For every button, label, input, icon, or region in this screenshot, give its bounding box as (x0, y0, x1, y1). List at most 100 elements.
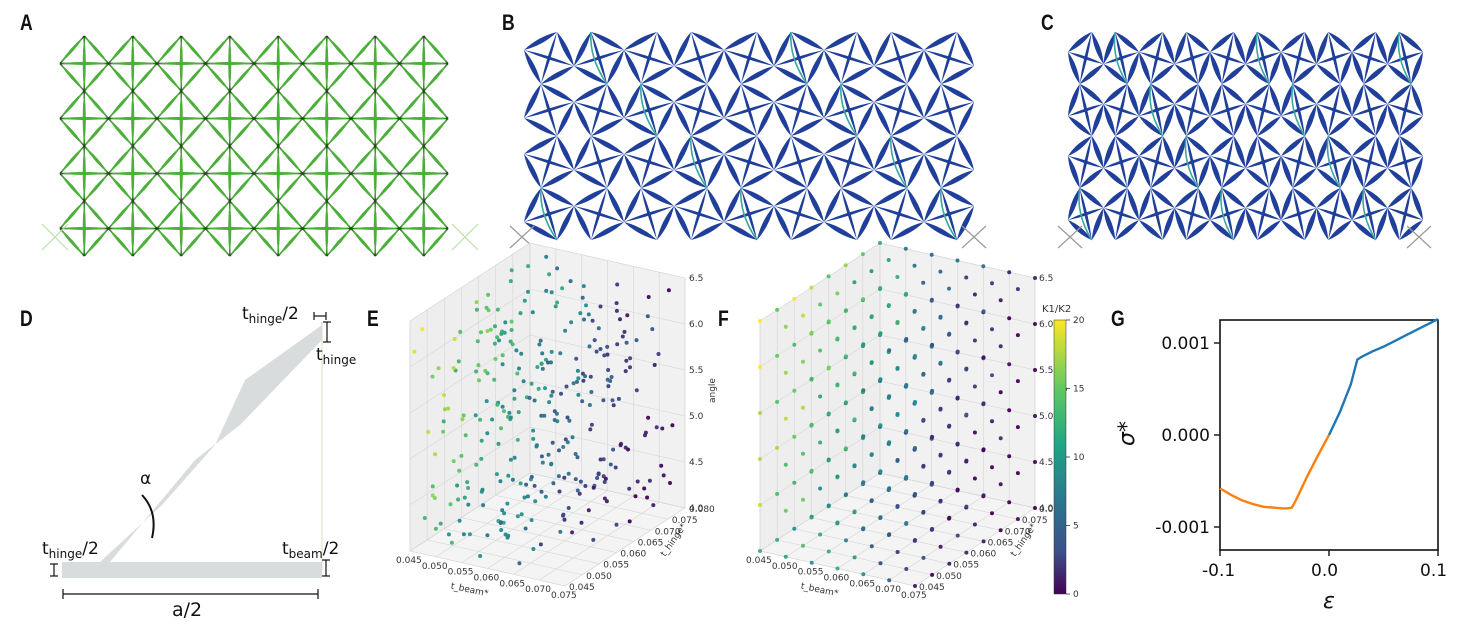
lattice-beam (84, 63, 109, 91)
hinge-highlight (1291, 83, 1306, 137)
scatter-point (792, 526, 797, 531)
lattice-beam (874, 170, 907, 188)
lattice-beam (157, 118, 182, 146)
x-tick-label: 0.060 (474, 574, 500, 584)
lattice-beam (1068, 52, 1080, 84)
lattice-beam (254, 91, 279, 119)
scatter-point (835, 291, 840, 296)
scatter-point (660, 426, 665, 431)
lattice-beam (157, 36, 182, 64)
lattice-beam (1375, 104, 1388, 136)
lattice-beam (557, 102, 574, 136)
lattice-beam (1411, 156, 1423, 188)
scatter-point (446, 406, 451, 411)
scatter-point (433, 526, 438, 531)
lattice-beam (1139, 188, 1151, 220)
scatter-point (861, 572, 866, 577)
z-tick-label: 6.0 (689, 320, 704, 330)
x-tick-label: 0.065 (499, 579, 525, 589)
scatter-point (775, 445, 780, 450)
scatter-point (895, 504, 900, 508)
lattice-beam (399, 201, 424, 229)
lattice-beam (1292, 168, 1317, 188)
lattice-beam (1245, 104, 1258, 136)
scatter-point (509, 319, 514, 324)
scatter-point (575, 379, 579, 384)
scatter-point (475, 339, 480, 344)
z-tick-label: 6.5 (1039, 274, 1053, 284)
y-axis-label: σ* (1115, 421, 1140, 446)
lattice-beam (1352, 104, 1388, 116)
lattice-beam (157, 63, 182, 91)
scatter-point (448, 502, 453, 507)
scatter-point (826, 457, 831, 462)
lattice-beam (1186, 116, 1210, 136)
lattice-beam (574, 170, 607, 188)
lattice-beam (741, 188, 774, 206)
lattice-beam (1210, 84, 1222, 116)
lattice-beam (1210, 156, 1222, 188)
scatter-point (492, 377, 497, 382)
y-tick-label: 0.065 (638, 538, 664, 548)
lattice-beam (278, 173, 303, 201)
scatter-point (990, 327, 994, 332)
lattice-beam (724, 50, 741, 84)
lattice-beam (524, 136, 557, 154)
scatter-point (596, 326, 601, 331)
scatter-point (608, 462, 613, 467)
scatter-point (628, 365, 632, 370)
lattice-beam (691, 222, 724, 240)
scatter-point (500, 353, 505, 358)
lattice-beam (924, 102, 974, 118)
scatter-point (509, 268, 514, 273)
lattice-beam (824, 154, 841, 188)
lattice-beam (229, 173, 254, 201)
scatter-point (546, 452, 551, 457)
colorbar: K1/K2 0 5 10 15 20 (1042, 304, 1085, 600)
scatter-point (895, 366, 900, 370)
scatter-point (835, 336, 840, 341)
lattice-beam (132, 91, 157, 119)
lattice-beam (254, 228, 279, 256)
scatter-point (1015, 471, 1020, 476)
z-tick-label: 4.0 (689, 504, 704, 514)
y-tick-label: 0.045 (569, 583, 595, 593)
lattice-beam (841, 170, 874, 188)
scatter-point (887, 440, 892, 445)
scatter-point (964, 275, 969, 280)
lattice-beam (524, 50, 574, 66)
lattice-beam (1411, 84, 1423, 116)
lattice-beam (302, 173, 327, 201)
lattice-beam (1352, 84, 1364, 116)
lattice-beam (674, 206, 724, 222)
scatter-point (947, 331, 952, 336)
scatter-point (783, 554, 788, 559)
lattice-beam (1281, 156, 1293, 188)
scatter-point (861, 388, 866, 393)
lattice-beam (1281, 52, 1293, 84)
lattice-beam (1150, 64, 1175, 84)
scatter-point (886, 303, 891, 308)
scatter-point (783, 508, 788, 513)
y-tick-label: 0.050 (586, 572, 612, 582)
scatter-point (930, 388, 935, 393)
scatter-point (442, 393, 446, 397)
hinge-highlight (640, 83, 658, 137)
lattice-beam (1411, 52, 1423, 84)
hinge-highlight (540, 187, 558, 241)
lattice-panel-c (1057, 31, 1432, 249)
scatter-point (571, 381, 576, 386)
lattice-beam (423, 36, 448, 64)
scatter-point (474, 307, 479, 312)
scatter-point (947, 423, 952, 428)
scatter-point (565, 415, 570, 420)
scatter-point (981, 493, 986, 498)
panel-label-b: B (502, 10, 515, 35)
lattice-panel-a (41, 35, 479, 257)
scatter-point (646, 415, 651, 420)
svg-text:tbeam/2: tbeam/2 (282, 539, 339, 561)
scatter-point (550, 440, 555, 445)
lattice-beam (741, 84, 774, 102)
scatter-point (647, 478, 652, 483)
scatter-point (625, 313, 630, 318)
